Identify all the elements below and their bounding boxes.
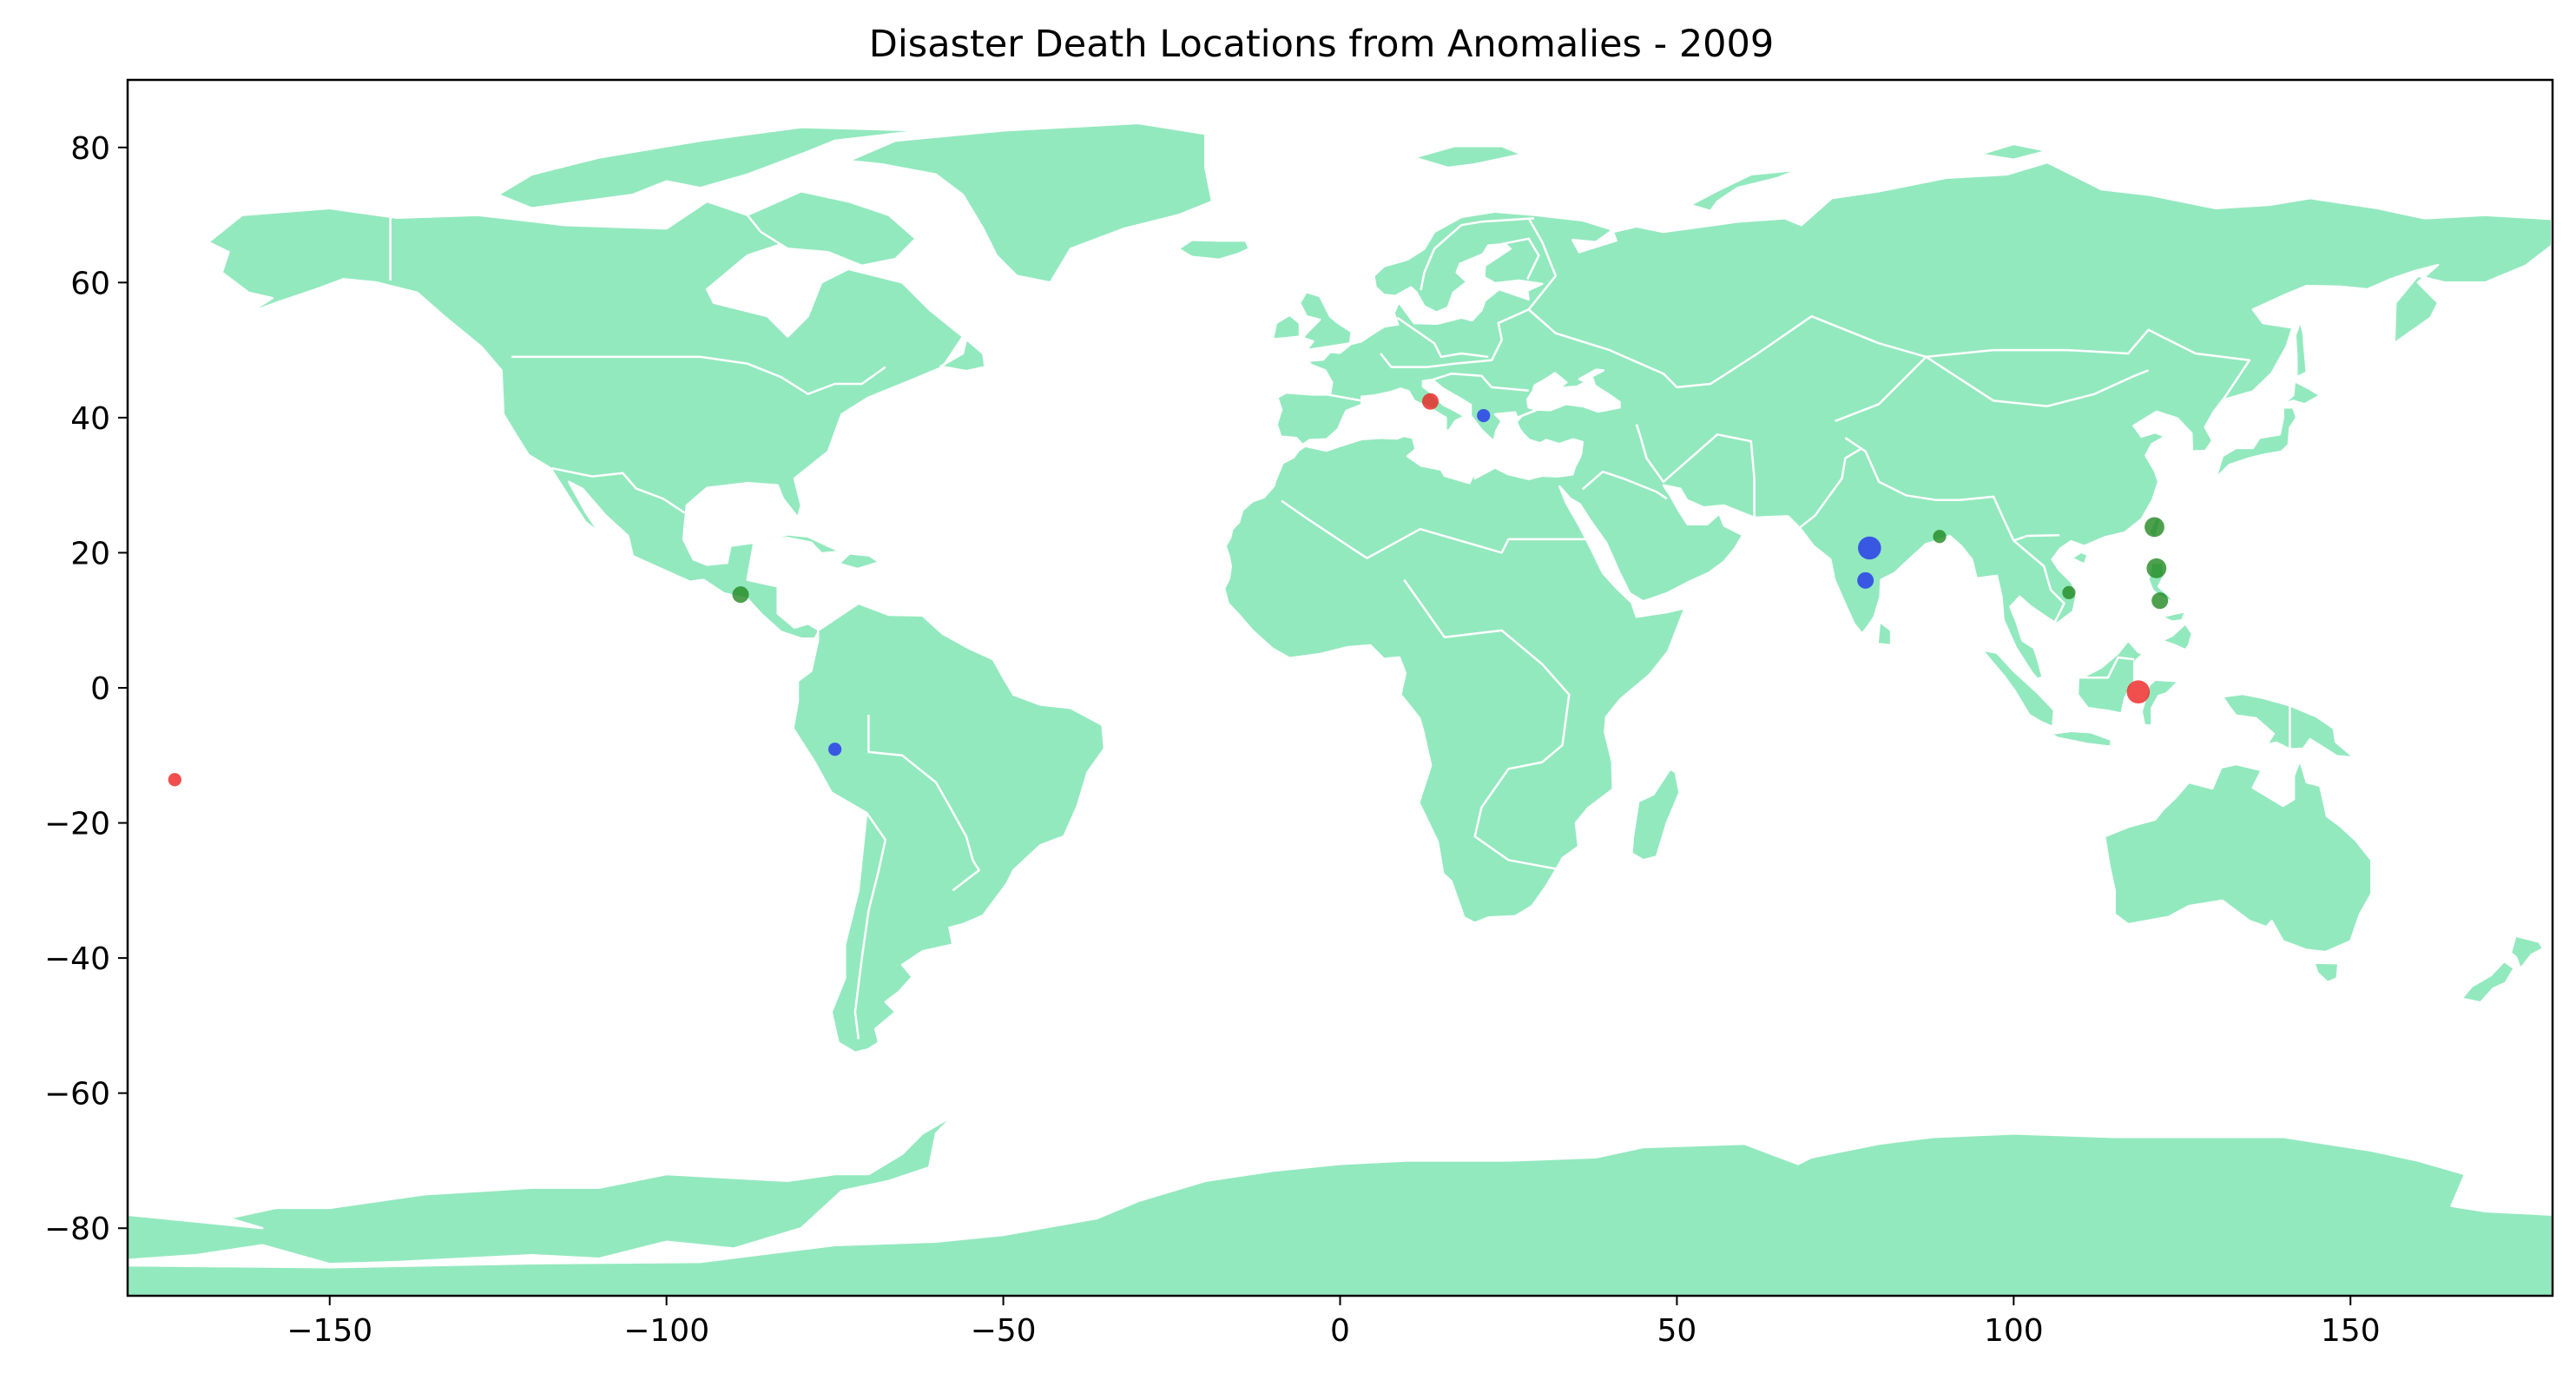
land-java [2049, 730, 2113, 748]
y-tick-label: 80 [70, 131, 110, 167]
border-europe-4 [1432, 373, 1529, 393]
border-europe-3 [1396, 316, 1489, 359]
data-point [2144, 517, 2164, 538]
land-hainan [2070, 551, 2089, 565]
data-point [1857, 571, 1874, 589]
y-axis: 80 60 40 20 0 −20 −40 −60 −80 [44, 131, 128, 1247]
country-borders [389, 217, 2291, 1040]
land-madagascar [1631, 768, 1681, 862]
border-arabia [1581, 470, 1668, 500]
x-tick-label: −150 [287, 1313, 372, 1349]
land-new-zealand-north [2501, 919, 2545, 970]
land-afro-eurasia [1222, 161, 2553, 924]
y-tick-label: −40 [44, 941, 110, 977]
border-india [1798, 446, 1863, 529]
data-point [2062, 585, 2076, 599]
data-point [2126, 680, 2151, 703]
data-point [828, 743, 842, 756]
border-finland [1501, 237, 1540, 280]
border-europe-2 [1380, 308, 1530, 368]
land-visayas [2160, 610, 2187, 624]
data-point [2151, 592, 2169, 610]
land-australia [2103, 758, 2373, 954]
data-point [2146, 558, 2167, 578]
axes-frame [126, 78, 2554, 1297]
land-south-america [792, 602, 1106, 1054]
land-tasmania [2313, 961, 2340, 984]
chart-title: Disaster Death Locations from Anomalies … [869, 23, 1775, 66]
border-se-asia [2013, 539, 2065, 624]
y-tick-label: 0 [90, 671, 110, 707]
x-tick-label: 50 [1657, 1313, 1697, 1349]
border-sahara [1281, 499, 1589, 559]
y-tick-label: 60 [70, 266, 110, 301]
land-novaya-zemlya [1689, 168, 1800, 213]
data-point [732, 586, 749, 604]
plot-area [126, 122, 2554, 1297]
border-himalaya [1844, 437, 2060, 542]
data-point [1421, 393, 1439, 410]
land-greenland [847, 122, 1214, 284]
x-tick-label: 0 [1330, 1313, 1350, 1349]
data-point [1858, 536, 1881, 560]
land-sumatra [1980, 649, 2056, 729]
data-points [168, 393, 2169, 787]
land-hokkaido [2282, 380, 2322, 406]
land-new-zealand-south [2461, 960, 2516, 1004]
y-tick-label: −60 [44, 1077, 110, 1113]
land-newfoundland [939, 338, 986, 373]
land-mindanao [2160, 622, 2194, 651]
x-tick-label: 150 [2321, 1313, 2381, 1349]
land-ireland [1271, 314, 1301, 340]
land-sakhalin [2294, 320, 2309, 379]
border-europe-1 [1328, 393, 1362, 402]
land-svalbard [1413, 144, 1524, 169]
y-tick-label: −80 [44, 1212, 110, 1247]
y-tick-label: −20 [44, 807, 110, 842]
border-canada-us [511, 355, 886, 395]
land-severnaya-zemlya [1979, 142, 2049, 162]
land-hispaniola [838, 551, 881, 571]
border-andes [853, 812, 887, 1040]
land-japan [2214, 406, 2298, 480]
land-sri-lanka [1876, 620, 1893, 647]
land-arctic-islands [497, 126, 924, 210]
border-africa-central [1403, 578, 1571, 870]
data-point [1477, 408, 1491, 423]
x-tick-label: 100 [1984, 1313, 2044, 1349]
data-point [168, 773, 181, 787]
x-tick-label: −50 [971, 1313, 1037, 1349]
land-baffin-island [746, 190, 917, 267]
y-tick-label: 20 [70, 536, 110, 571]
border-iran [1635, 424, 1756, 518]
land-iceland [1177, 239, 1251, 261]
border-us-mexico [551, 466, 686, 514]
land-north-america [207, 200, 965, 640]
land-cuba [766, 533, 842, 555]
y-tick-label: 40 [70, 401, 110, 437]
border-scandinavia [1420, 217, 1534, 291]
border-china [1835, 355, 2149, 422]
land-great-britain [1298, 290, 1353, 352]
data-point [1933, 530, 1947, 544]
border-russia [1527, 217, 2251, 402]
land-masses [126, 122, 2554, 1297]
border-brazil [867, 715, 980, 892]
x-axis: −150 −100 −50 0 50 100 150 [287, 1296, 2381, 1349]
x-tick-label: −100 [623, 1313, 709, 1349]
border-borneo [2078, 656, 2135, 679]
